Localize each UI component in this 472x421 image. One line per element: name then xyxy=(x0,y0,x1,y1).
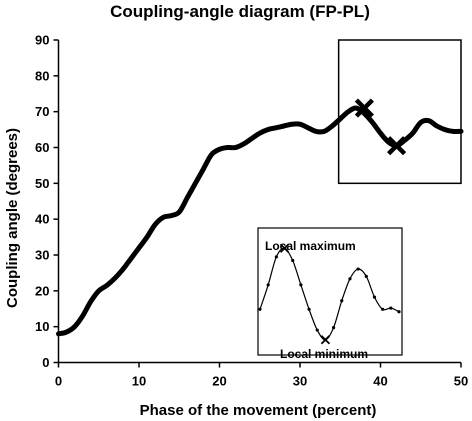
y-axis-ticks: 0 10 20 30 40 50 60 70 80 90 xyxy=(35,33,59,370)
inset-point xyxy=(266,283,270,287)
inset-label-min: Local minimum xyxy=(280,347,368,361)
y-tick-label: 30 xyxy=(35,248,49,263)
series-markers xyxy=(354,98,407,156)
y-tick-label: 50 xyxy=(35,176,49,191)
inset-max-marker xyxy=(279,243,290,253)
x-tick-label: 40 xyxy=(373,374,387,389)
inset-point xyxy=(315,328,319,332)
inset-points xyxy=(258,246,401,342)
x-axis-label: Phase of the movement (percent) xyxy=(140,402,377,419)
highlight-box xyxy=(337,39,462,185)
inset-point xyxy=(331,326,336,330)
chart-title: Coupling-angle diagram (FP-PL) xyxy=(110,2,370,21)
inset-point xyxy=(372,295,377,299)
x-marker xyxy=(387,136,407,156)
inset-point xyxy=(389,306,393,310)
inset-point xyxy=(291,258,295,263)
inset-point xyxy=(348,277,352,281)
inset-point xyxy=(364,274,368,278)
y-tick-label: 40 xyxy=(35,212,49,227)
inset-label-max: Local maximum xyxy=(265,239,356,253)
y-tick-label: 60 xyxy=(35,140,49,155)
inset-point xyxy=(307,307,311,311)
x-tick-label: 20 xyxy=(212,374,226,389)
y-tick-label: 20 xyxy=(35,283,49,298)
inset-point xyxy=(258,307,262,311)
y-tick-label: 0 xyxy=(42,355,49,370)
inset-point xyxy=(356,267,360,271)
inset-point xyxy=(340,299,344,303)
x-marker xyxy=(354,98,374,118)
inset-point xyxy=(381,307,385,311)
y-tick-label: 90 xyxy=(35,33,49,48)
y-tick-label: 70 xyxy=(35,104,49,119)
inset-point xyxy=(397,310,401,314)
x-tick-label: 10 xyxy=(132,374,146,389)
x-axis-ticks: 0 10 20 30 40 50 xyxy=(55,362,468,389)
inset-min-marker xyxy=(320,335,331,345)
inset-extrema-markers xyxy=(279,243,331,345)
x-tick-label: 50 xyxy=(454,374,468,389)
y-axis-label: Coupling angle (degrees) xyxy=(4,128,21,308)
inset-point xyxy=(274,255,278,259)
x-tick-label: 30 xyxy=(293,374,307,389)
y-tick-label: 80 xyxy=(35,68,49,83)
x-tick-label: 0 xyxy=(55,374,62,389)
inset-point xyxy=(299,283,303,287)
inset-panel: Local maximum Local minimum xyxy=(257,227,403,361)
y-tick-label: 10 xyxy=(35,319,49,334)
